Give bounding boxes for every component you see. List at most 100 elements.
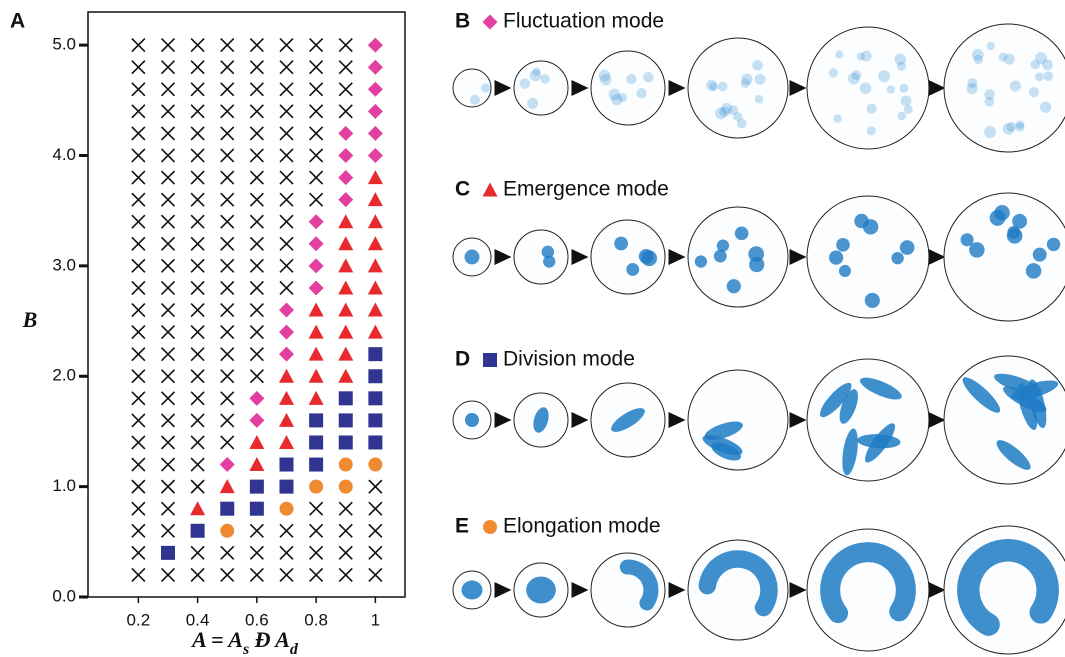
- cross-marker: [310, 105, 323, 118]
- cross-marker: [161, 281, 174, 294]
- spot: [848, 73, 860, 85]
- arrow: [669, 582, 686, 598]
- mode-name: Emergence mode: [503, 178, 669, 201]
- triangle-marker: [338, 369, 353, 383]
- square-marker: [191, 524, 205, 538]
- arrow: [495, 412, 512, 428]
- cross-marker: [310, 193, 323, 206]
- cross-marker: [161, 39, 174, 52]
- cross-marker: [132, 281, 145, 294]
- spot: [899, 84, 908, 93]
- spot: [600, 74, 612, 86]
- figure: A B A = As Đ Ad 0.01.02.03.04.05.00.20.4…: [0, 0, 1065, 657]
- cross-marker: [280, 149, 293, 162]
- cross-marker: [161, 259, 174, 272]
- cross-marker: [280, 237, 293, 250]
- spot: [835, 51, 843, 59]
- panel-label: A: [10, 10, 25, 33]
- cell: [807, 359, 929, 481]
- panel-label: B: [455, 10, 470, 33]
- cross-marker: [310, 149, 323, 162]
- x-tick-label: 0.6: [245, 610, 269, 629]
- cross-marker: [132, 546, 145, 559]
- cross-marker: [161, 171, 174, 184]
- cross-marker: [132, 304, 145, 317]
- cross-marker: [310, 39, 323, 52]
- cross-marker: [221, 568, 234, 581]
- triangle-marker: [368, 192, 383, 206]
- triangle-marker: [309, 347, 324, 361]
- triangle-marker: [338, 214, 353, 228]
- diamond-marker: [338, 126, 353, 141]
- triangle-marker: [368, 258, 383, 272]
- spot: [833, 115, 841, 123]
- spot: [755, 95, 764, 104]
- spot: [829, 250, 843, 264]
- arrow: [572, 80, 589, 96]
- cross-marker: [191, 326, 204, 339]
- plot-frame: [88, 12, 405, 597]
- triangle-marker: [338, 325, 353, 339]
- spot: [1029, 87, 1039, 97]
- cross-marker: [132, 259, 145, 272]
- cross-marker: [161, 348, 174, 361]
- spot: [543, 255, 555, 267]
- cross-marker: [191, 480, 204, 493]
- cross-marker: [339, 546, 352, 559]
- cross-marker: [191, 370, 204, 383]
- diamond-marker: [220, 457, 235, 472]
- arrow: [495, 80, 512, 96]
- square-marker: [339, 435, 353, 449]
- triangle-marker: [249, 457, 264, 471]
- cross-marker: [221, 259, 234, 272]
- cross-marker: [161, 480, 174, 493]
- x-tick-label: 0.8: [304, 610, 328, 629]
- cross-marker: [250, 171, 263, 184]
- cross-marker: [132, 392, 145, 405]
- cross-marker: [161, 83, 174, 96]
- square-marker: [220, 502, 234, 516]
- cross-marker: [250, 83, 263, 96]
- diamond-marker: [309, 236, 324, 251]
- cross-marker: [250, 215, 263, 228]
- diamond-marker: [249, 391, 264, 406]
- cross-marker: [250, 39, 263, 52]
- square-marker: [368, 413, 382, 427]
- triangle-marker: [368, 236, 383, 250]
- spot: [462, 581, 483, 600]
- cross-marker: [221, 436, 234, 449]
- cross-marker: [221, 215, 234, 228]
- spot: [1031, 60, 1040, 69]
- cross-marker: [132, 414, 145, 427]
- spot: [481, 83, 490, 92]
- cross-marker: [161, 568, 174, 581]
- triangle-marker: [338, 258, 353, 272]
- arrow: [790, 582, 807, 598]
- spot: [1042, 59, 1053, 70]
- spot: [643, 72, 654, 83]
- diamond-marker: [279, 325, 294, 340]
- mode-name: Division mode: [503, 348, 635, 371]
- y-axis-label: B: [22, 307, 38, 332]
- spot: [865, 293, 880, 308]
- y-tick-label: 3.0: [52, 255, 76, 274]
- spot: [867, 126, 876, 135]
- cross-marker: [310, 171, 323, 184]
- cross-marker: [221, 326, 234, 339]
- x-axis-label: A = As Đ Ad: [190, 627, 299, 657]
- cross-marker: [369, 524, 382, 537]
- circle-marker: [483, 520, 497, 534]
- spot: [900, 240, 915, 255]
- diamond-marker: [368, 60, 383, 75]
- square-marker: [250, 502, 264, 516]
- spot: [626, 263, 639, 276]
- spot: [717, 240, 729, 252]
- cross-marker: [161, 370, 174, 383]
- spot: [1012, 214, 1027, 229]
- x-tick-label: 0.2: [127, 610, 151, 629]
- cross-marker: [191, 171, 204, 184]
- diamond-marker: [368, 148, 383, 163]
- spot: [1007, 122, 1017, 132]
- square-marker: [483, 353, 497, 367]
- cross-marker: [250, 326, 263, 339]
